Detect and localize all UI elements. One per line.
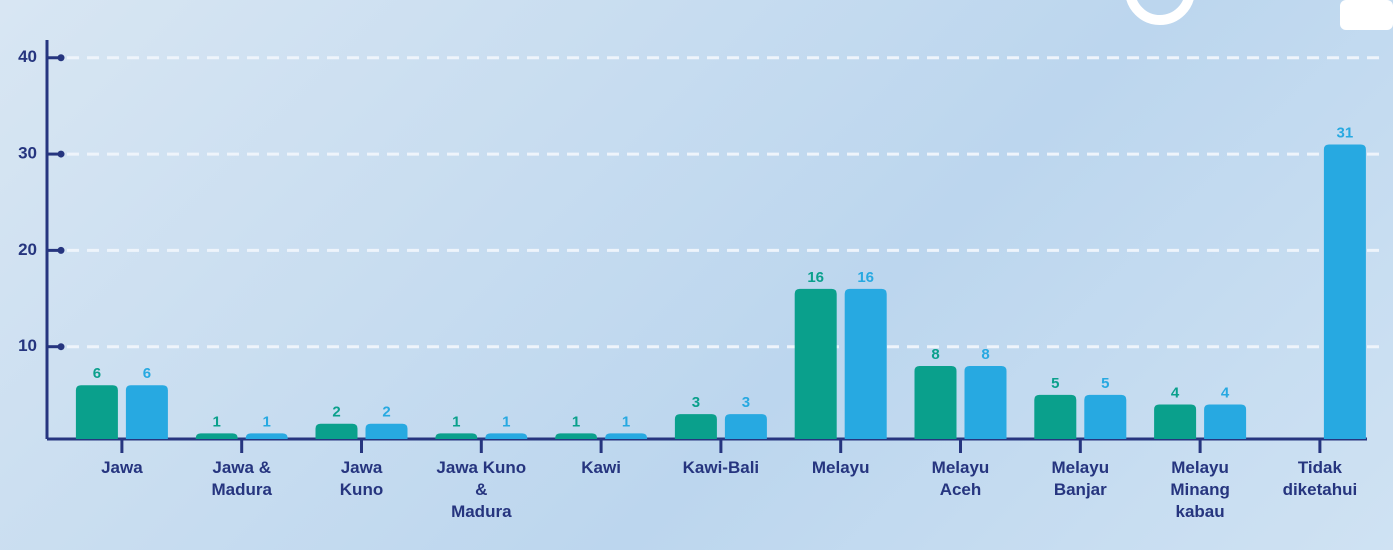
bar [246,433,288,439]
x-tick-label: Melayu Banjar [1021,457,1139,501]
bar [1154,404,1196,439]
bar [435,433,477,439]
bar [725,414,767,439]
value-label: 5 [1051,375,1059,392]
x-tick-label: Kawi-Bali [662,457,780,479]
value-label: 4 [1171,384,1180,401]
bar [1204,404,1246,439]
value-label: 2 [332,404,340,421]
bar [795,289,837,439]
bar [845,289,887,439]
value-label: 1 [622,413,630,430]
bar [1084,395,1126,439]
bar [605,433,647,439]
y-tick-dot [58,247,65,254]
x-tick-label: Jawa Kuno [303,457,421,501]
bar [126,385,168,439]
value-label: 1 [213,413,221,430]
bar [485,433,527,439]
value-label: 2 [382,404,390,421]
bar [965,366,1007,439]
bar [555,433,597,439]
value-label: 6 [93,365,101,382]
value-label: 1 [502,413,510,430]
page: 10203040661122111133161688554431 (() => … [0,0,1393,550]
x-tick-label: Melayu Minang kabau [1141,457,1259,523]
x-tick-label: Melayu Aceh [902,457,1020,501]
bar [196,433,238,439]
value-label: 31 [1337,124,1354,141]
bar [1324,144,1366,439]
value-label: 16 [807,269,824,286]
value-label: 3 [742,394,750,411]
corner-card [1340,0,1393,30]
x-tick-label: Jawa [63,457,181,479]
y-tick-label: 40 [18,47,37,66]
value-label: 1 [572,413,580,430]
x-tick-label: Jawa & Madura [183,457,301,501]
bar [316,424,358,439]
bar [366,424,408,439]
value-label: 6 [143,365,151,382]
bar [915,366,957,439]
y-tick-label: 30 [18,144,37,163]
y-tick-dot [58,343,65,350]
value-label: 4 [1221,384,1230,401]
value-label: 1 [263,413,271,430]
value-label: 16 [857,269,874,286]
bar [76,385,118,439]
y-tick-label: 10 [18,336,37,355]
value-label: 3 [692,394,700,411]
decor-ring [1130,0,1190,20]
x-tick-label: Melayu [782,457,900,479]
y-tick-label: 20 [18,240,37,259]
bar [675,414,717,439]
y-tick-dot [58,54,65,61]
value-label: 8 [931,346,939,363]
bar [1034,395,1076,439]
x-tick-label: Jawa Kuno & Madura [422,457,540,523]
x-tick-label: Kawi [542,457,660,479]
value-label: 8 [981,346,989,363]
y-tick-dot [58,151,65,158]
x-tick-label: Tidak diketahui [1261,457,1379,501]
value-label: 5 [1101,375,1109,392]
value-label: 1 [452,413,460,430]
